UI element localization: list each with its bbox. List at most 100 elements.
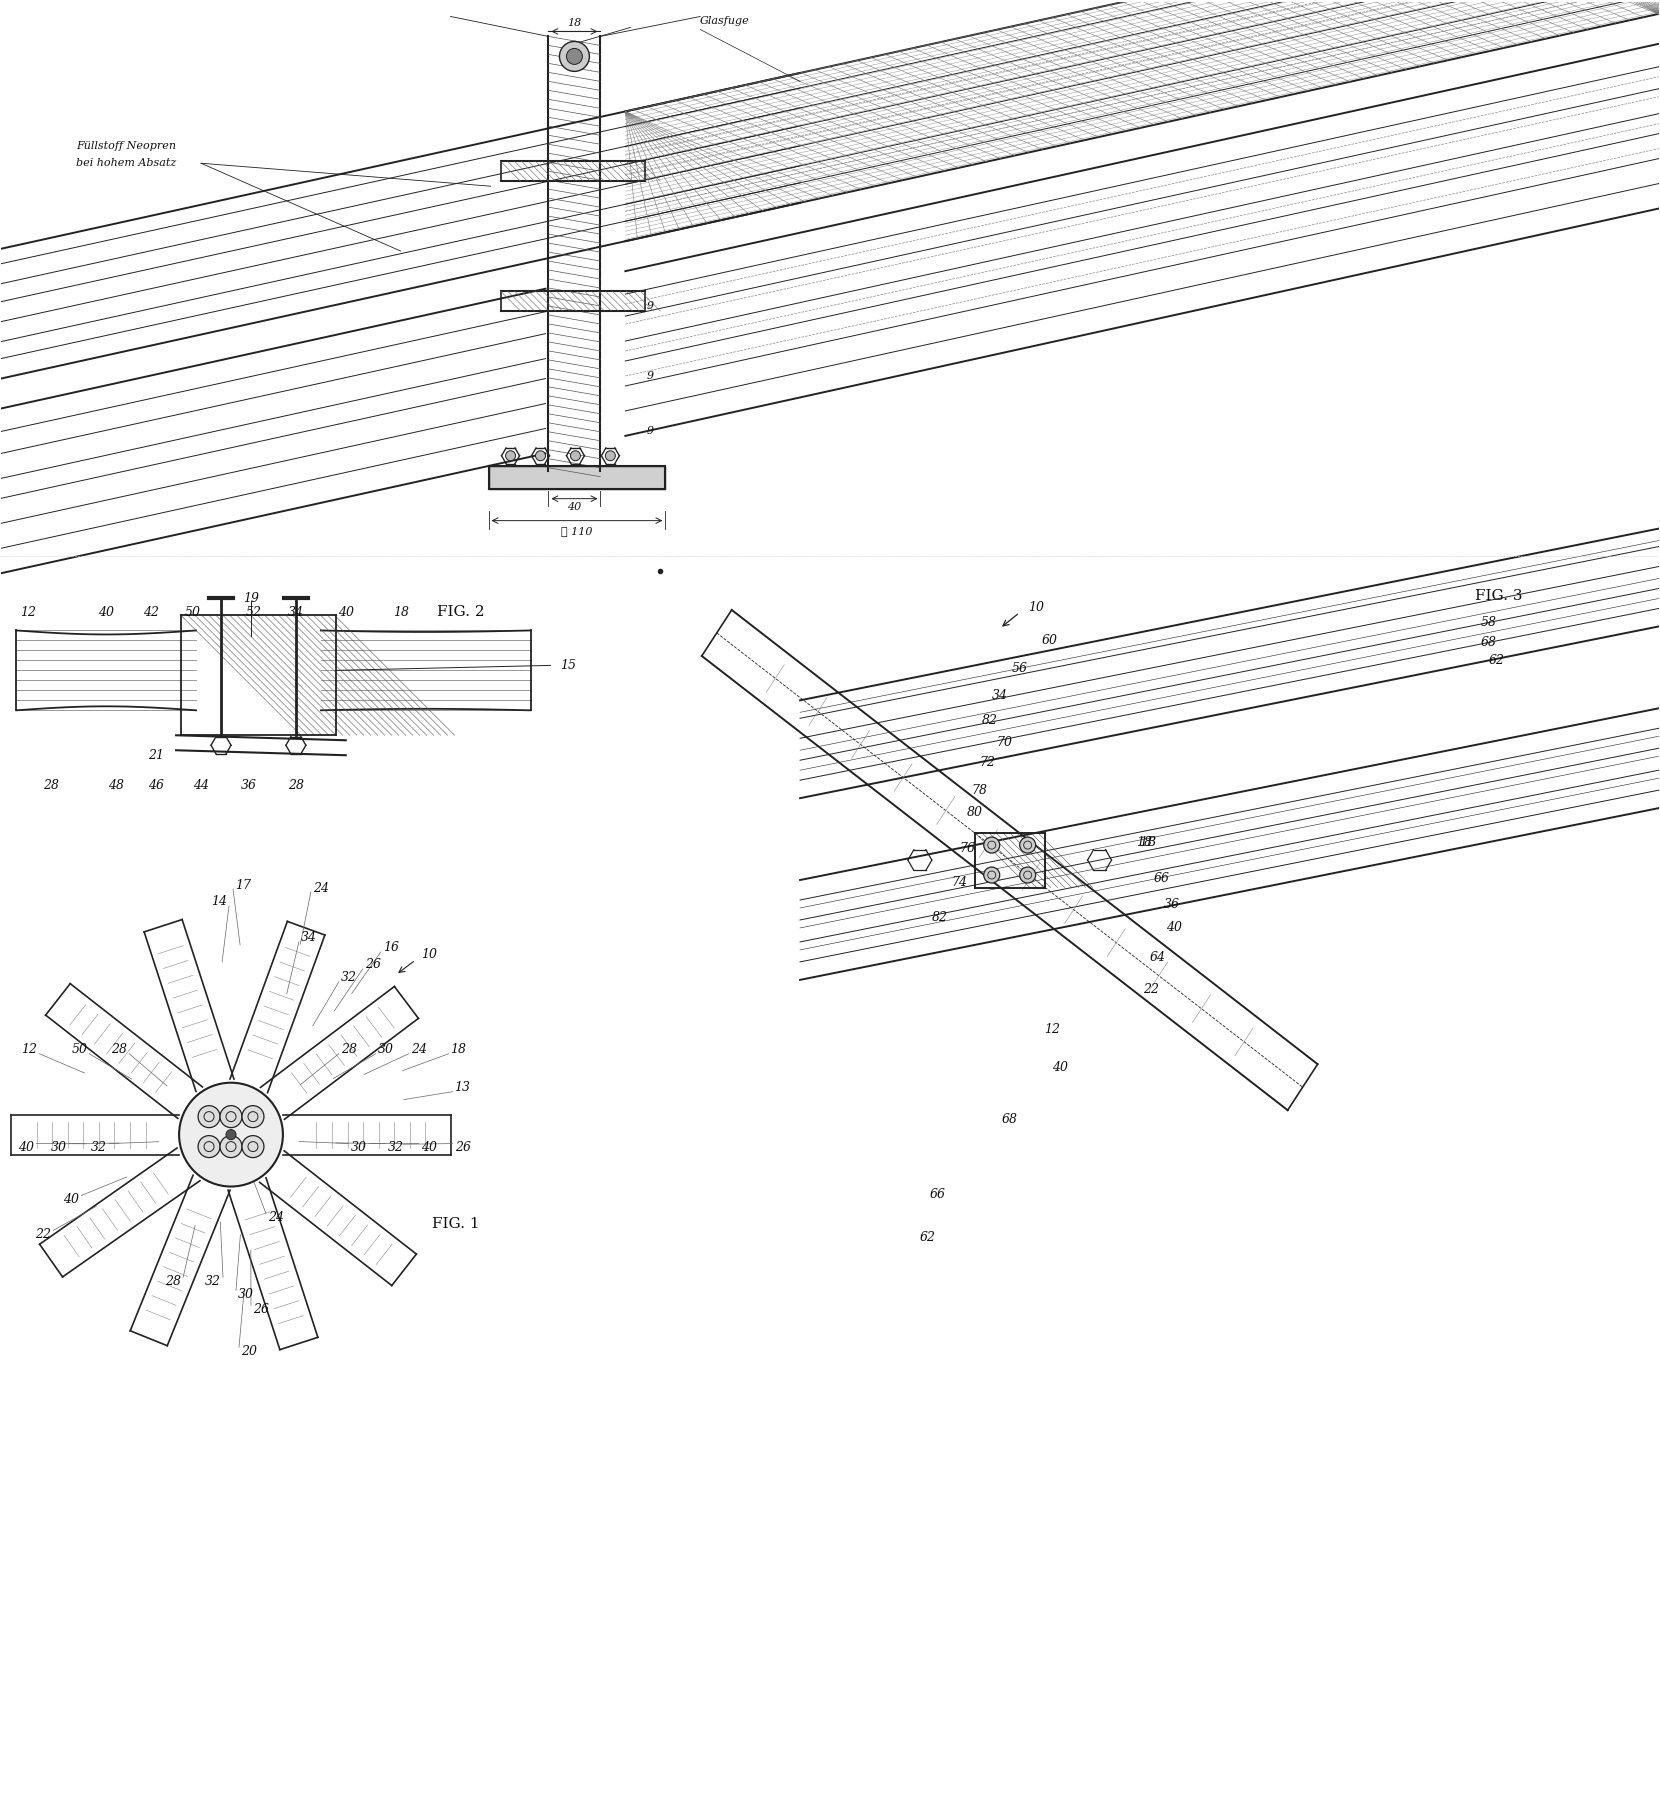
Circle shape xyxy=(221,1136,242,1157)
Text: 58: 58 xyxy=(1481,616,1497,628)
Text: 48: 48 xyxy=(108,779,124,792)
Text: 32: 32 xyxy=(388,1141,403,1154)
Circle shape xyxy=(226,1130,236,1139)
Circle shape xyxy=(984,837,999,853)
Polygon shape xyxy=(488,466,666,488)
Text: 32: 32 xyxy=(340,972,357,985)
Text: 40: 40 xyxy=(568,502,581,511)
Circle shape xyxy=(559,41,589,72)
Text: 32: 32 xyxy=(91,1141,108,1154)
Text: 40: 40 xyxy=(98,607,115,619)
Text: 12: 12 xyxy=(20,607,37,619)
Text: 26: 26 xyxy=(365,958,380,972)
Text: 66: 66 xyxy=(1154,871,1169,884)
Text: 18: 18 xyxy=(568,18,581,29)
Text: FIG. 3: FIG. 3 xyxy=(1476,589,1522,603)
Text: 12: 12 xyxy=(22,1044,37,1057)
Circle shape xyxy=(506,450,516,461)
Text: 62: 62 xyxy=(920,1231,936,1244)
Circle shape xyxy=(536,450,546,461)
Text: 40: 40 xyxy=(1052,1062,1067,1075)
Text: 76: 76 xyxy=(959,842,976,855)
Text: 68: 68 xyxy=(1001,1112,1018,1127)
Text: 36: 36 xyxy=(1164,898,1179,911)
Circle shape xyxy=(198,1105,221,1127)
Text: 30: 30 xyxy=(378,1044,393,1057)
Text: 72: 72 xyxy=(979,756,996,769)
Text: 40: 40 xyxy=(63,1193,80,1206)
Text: 68: 68 xyxy=(1481,635,1497,650)
Circle shape xyxy=(242,1136,264,1157)
Text: ∅ 110: ∅ 110 xyxy=(561,526,593,536)
Text: 40: 40 xyxy=(420,1141,437,1154)
Text: 44: 44 xyxy=(193,779,209,792)
Text: 50: 50 xyxy=(184,607,201,619)
Text: FIG. 2: FIG. 2 xyxy=(437,605,485,619)
Text: 66: 66 xyxy=(930,1188,946,1201)
Text: 12: 12 xyxy=(1044,1022,1059,1037)
Text: FIG. 1: FIG. 1 xyxy=(432,1217,480,1231)
Text: 70: 70 xyxy=(996,736,1013,749)
Text: 42: 42 xyxy=(143,607,159,619)
Text: 14: 14 xyxy=(211,895,227,909)
Text: 18: 18 xyxy=(393,607,408,619)
Text: 28: 28 xyxy=(340,1044,357,1057)
Text: 9: 9 xyxy=(647,427,654,436)
Text: 24: 24 xyxy=(410,1044,427,1057)
Text: 30: 30 xyxy=(51,1141,68,1154)
Text: 78: 78 xyxy=(971,783,988,797)
Text: 21: 21 xyxy=(148,749,164,761)
Text: 24: 24 xyxy=(312,882,329,895)
Text: 13: 13 xyxy=(455,1082,471,1094)
Text: Glasfuge: Glasfuge xyxy=(701,16,750,27)
Text: 1B: 1B xyxy=(1139,835,1155,848)
Text: 64: 64 xyxy=(1149,952,1165,965)
Text: 30: 30 xyxy=(350,1141,367,1154)
Circle shape xyxy=(1019,837,1036,853)
Text: 28: 28 xyxy=(43,779,60,792)
Text: 82: 82 xyxy=(931,911,948,925)
Text: 36: 36 xyxy=(241,779,257,792)
Text: 40: 40 xyxy=(1167,922,1182,934)
Text: 19: 19 xyxy=(242,592,259,605)
Text: 9: 9 xyxy=(647,371,654,382)
Circle shape xyxy=(179,1082,282,1186)
Text: 28: 28 xyxy=(287,779,304,792)
Text: 26: 26 xyxy=(455,1141,471,1154)
Circle shape xyxy=(221,1105,242,1127)
Text: 34: 34 xyxy=(991,689,1008,702)
Text: 22: 22 xyxy=(35,1228,51,1240)
Text: 34: 34 xyxy=(287,607,304,619)
Text: 80: 80 xyxy=(966,806,983,819)
Text: 30: 30 xyxy=(237,1287,254,1301)
Text: 9: 9 xyxy=(647,301,654,311)
Text: 40: 40 xyxy=(339,607,354,619)
Text: 16: 16 xyxy=(383,941,398,954)
Circle shape xyxy=(566,49,583,65)
Circle shape xyxy=(198,1136,221,1157)
Circle shape xyxy=(242,1105,264,1127)
Text: 18: 18 xyxy=(1137,835,1152,848)
Text: 24: 24 xyxy=(267,1211,284,1224)
Text: 26: 26 xyxy=(252,1303,269,1316)
Circle shape xyxy=(571,450,581,461)
Text: 22: 22 xyxy=(1144,983,1159,997)
Text: Füllstoff Neopren: Füllstoff Neopren xyxy=(76,140,176,151)
Text: 28: 28 xyxy=(111,1044,128,1057)
Text: bei hohem Absatz: bei hohem Absatz xyxy=(76,158,176,167)
Text: 40: 40 xyxy=(18,1141,35,1154)
Text: 60: 60 xyxy=(1041,634,1057,646)
Text: 74: 74 xyxy=(951,875,968,889)
Text: 56: 56 xyxy=(1011,662,1028,675)
Text: 46: 46 xyxy=(148,779,164,792)
Text: 28: 28 xyxy=(164,1274,181,1287)
Text: 52: 52 xyxy=(246,607,262,619)
Text: 10: 10 xyxy=(420,949,437,961)
Text: 20: 20 xyxy=(241,1345,257,1357)
Text: 50: 50 xyxy=(71,1044,88,1057)
Text: 32: 32 xyxy=(206,1274,221,1287)
Text: 34: 34 xyxy=(300,931,317,945)
Text: 15: 15 xyxy=(561,659,576,671)
Circle shape xyxy=(984,868,999,884)
Text: 18: 18 xyxy=(450,1044,466,1057)
